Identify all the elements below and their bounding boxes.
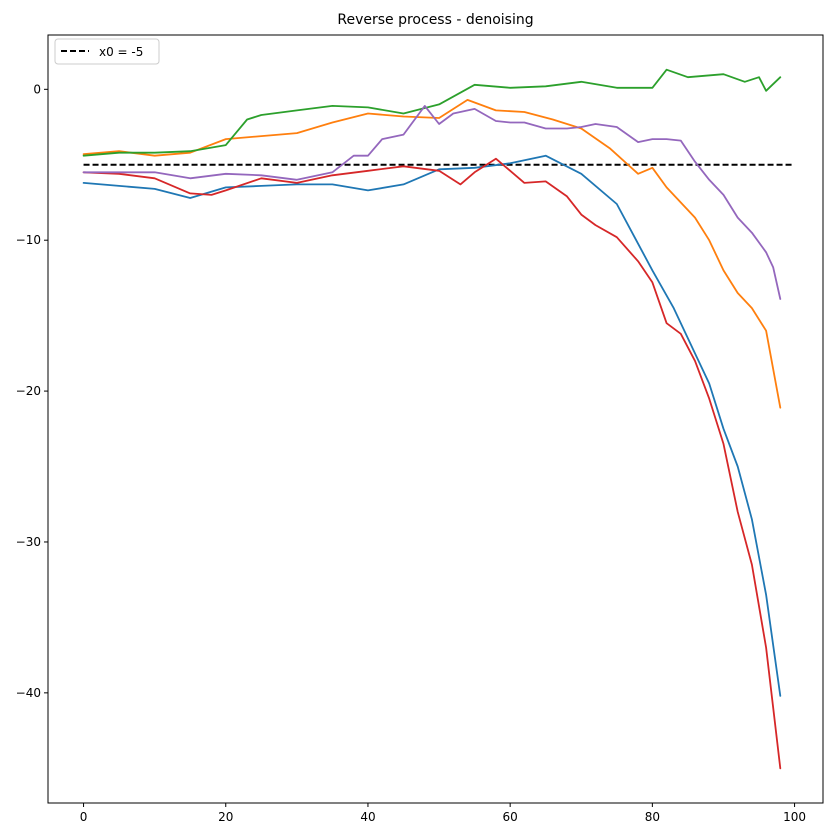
y-tick-label: −40: [16, 686, 41, 700]
series-line-1: [82, 154, 782, 697]
x-tick-label: 20: [218, 810, 233, 824]
axes-frame: [47, 34, 824, 804]
x-tick-label: 40: [360, 810, 375, 824]
y-tick-label: −30: [16, 535, 41, 549]
series-line-3: [82, 68, 782, 157]
y-tick-label: 0: [33, 82, 41, 96]
x-tick-label: 60: [503, 810, 518, 824]
ticks: 0 20 40 60 80 100 0 −10 −20 −30 −40: [16, 82, 806, 824]
series-line-2: [82, 99, 782, 409]
x-tick-label: 0: [80, 810, 88, 824]
series-line-5: [82, 105, 782, 300]
chart-title: Reverse process - denoising: [337, 12, 533, 28]
legend: x0 = -5: [54, 38, 160, 65]
y-tick-label: −20: [16, 384, 41, 398]
series-line-4: [82, 157, 782, 770]
legend-label-x0: x0 = -5: [99, 45, 143, 59]
x-tick-label: 80: [645, 810, 660, 824]
plot-area: [82, 68, 795, 770]
y-tick-label: −10: [16, 233, 41, 247]
x-tick-label: 100: [783, 810, 806, 824]
